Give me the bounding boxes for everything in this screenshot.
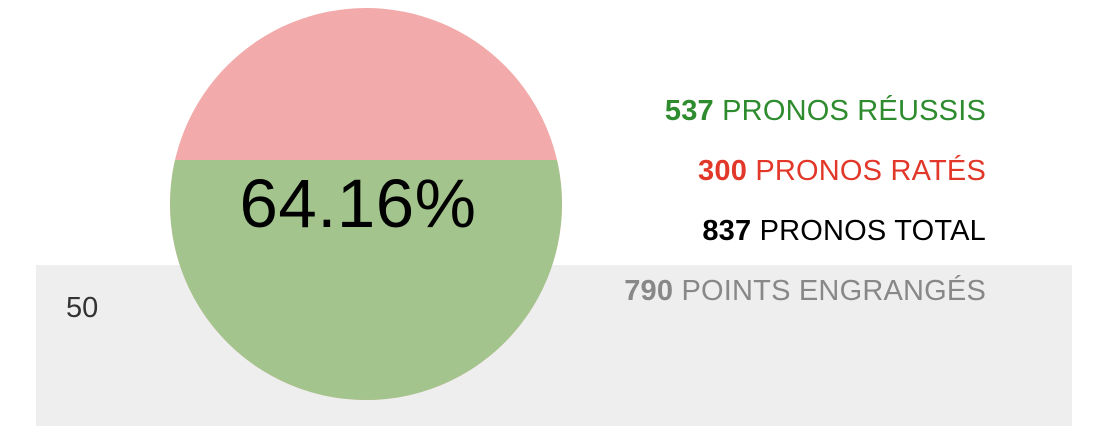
gauge-success-fill xyxy=(170,160,562,400)
stat-success-label: PRONOS RÉUSSIS xyxy=(722,95,986,127)
stat-failed: 300 PRONOS RATÉS xyxy=(624,156,986,186)
stat-points-number: 790 xyxy=(624,275,674,307)
stat-points-label: POINTS ENGRANGÉS xyxy=(681,275,986,307)
stat-total-number: 837 xyxy=(702,215,752,247)
stat-failed-number: 300 xyxy=(698,155,748,187)
stats-list: 537 PRONOS RÉUSSIS 300 PRONOS RATÉS 837 … xyxy=(624,96,986,336)
stat-success-number: 537 xyxy=(664,95,714,127)
stat-failed-label: PRONOS RATÉS xyxy=(755,155,986,187)
stat-total: 837 PRONOS TOTAL xyxy=(624,216,986,246)
success-percentage: 64.16% xyxy=(239,165,477,242)
stat-points: 790 POINTS ENGRANGÉS xyxy=(624,276,986,306)
left-value: 50 xyxy=(66,292,99,324)
stat-success: 537 PRONOS RÉUSSIS xyxy=(624,96,986,126)
success-gauge xyxy=(170,8,562,400)
stat-total-label: PRONOS TOTAL xyxy=(759,215,986,247)
success-gauge-chart xyxy=(170,8,562,400)
